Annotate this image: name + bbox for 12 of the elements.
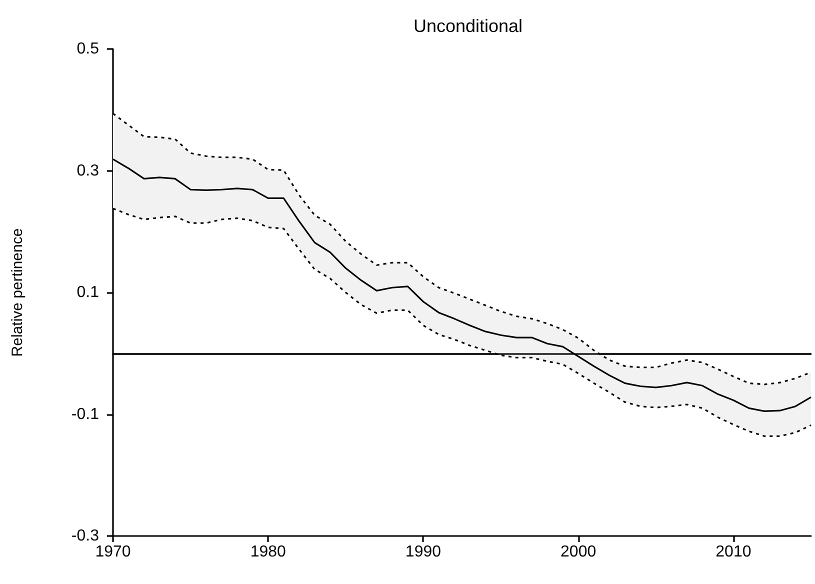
x-tick-label: 1970 (95, 544, 131, 560)
x-tick-label: 1980 (250, 544, 286, 560)
y-tick-label: 0.1 (76, 284, 100, 301)
y-tick-label: -0.1 (71, 406, 100, 423)
chart-title: Unconditional (413, 16, 523, 36)
y-axis-title: Relative pertinence (9, 228, 26, 357)
x-tick-label: 2000 (560, 544, 596, 560)
x-tick-label: 1990 (405, 544, 442, 560)
y-tick-label: -0.3 (71, 528, 100, 544)
x-tick-label: 2010 (716, 544, 752, 560)
y-tick-label: 0.5 (76, 40, 100, 58)
y-tick-label: 0.3 (76, 162, 100, 180)
